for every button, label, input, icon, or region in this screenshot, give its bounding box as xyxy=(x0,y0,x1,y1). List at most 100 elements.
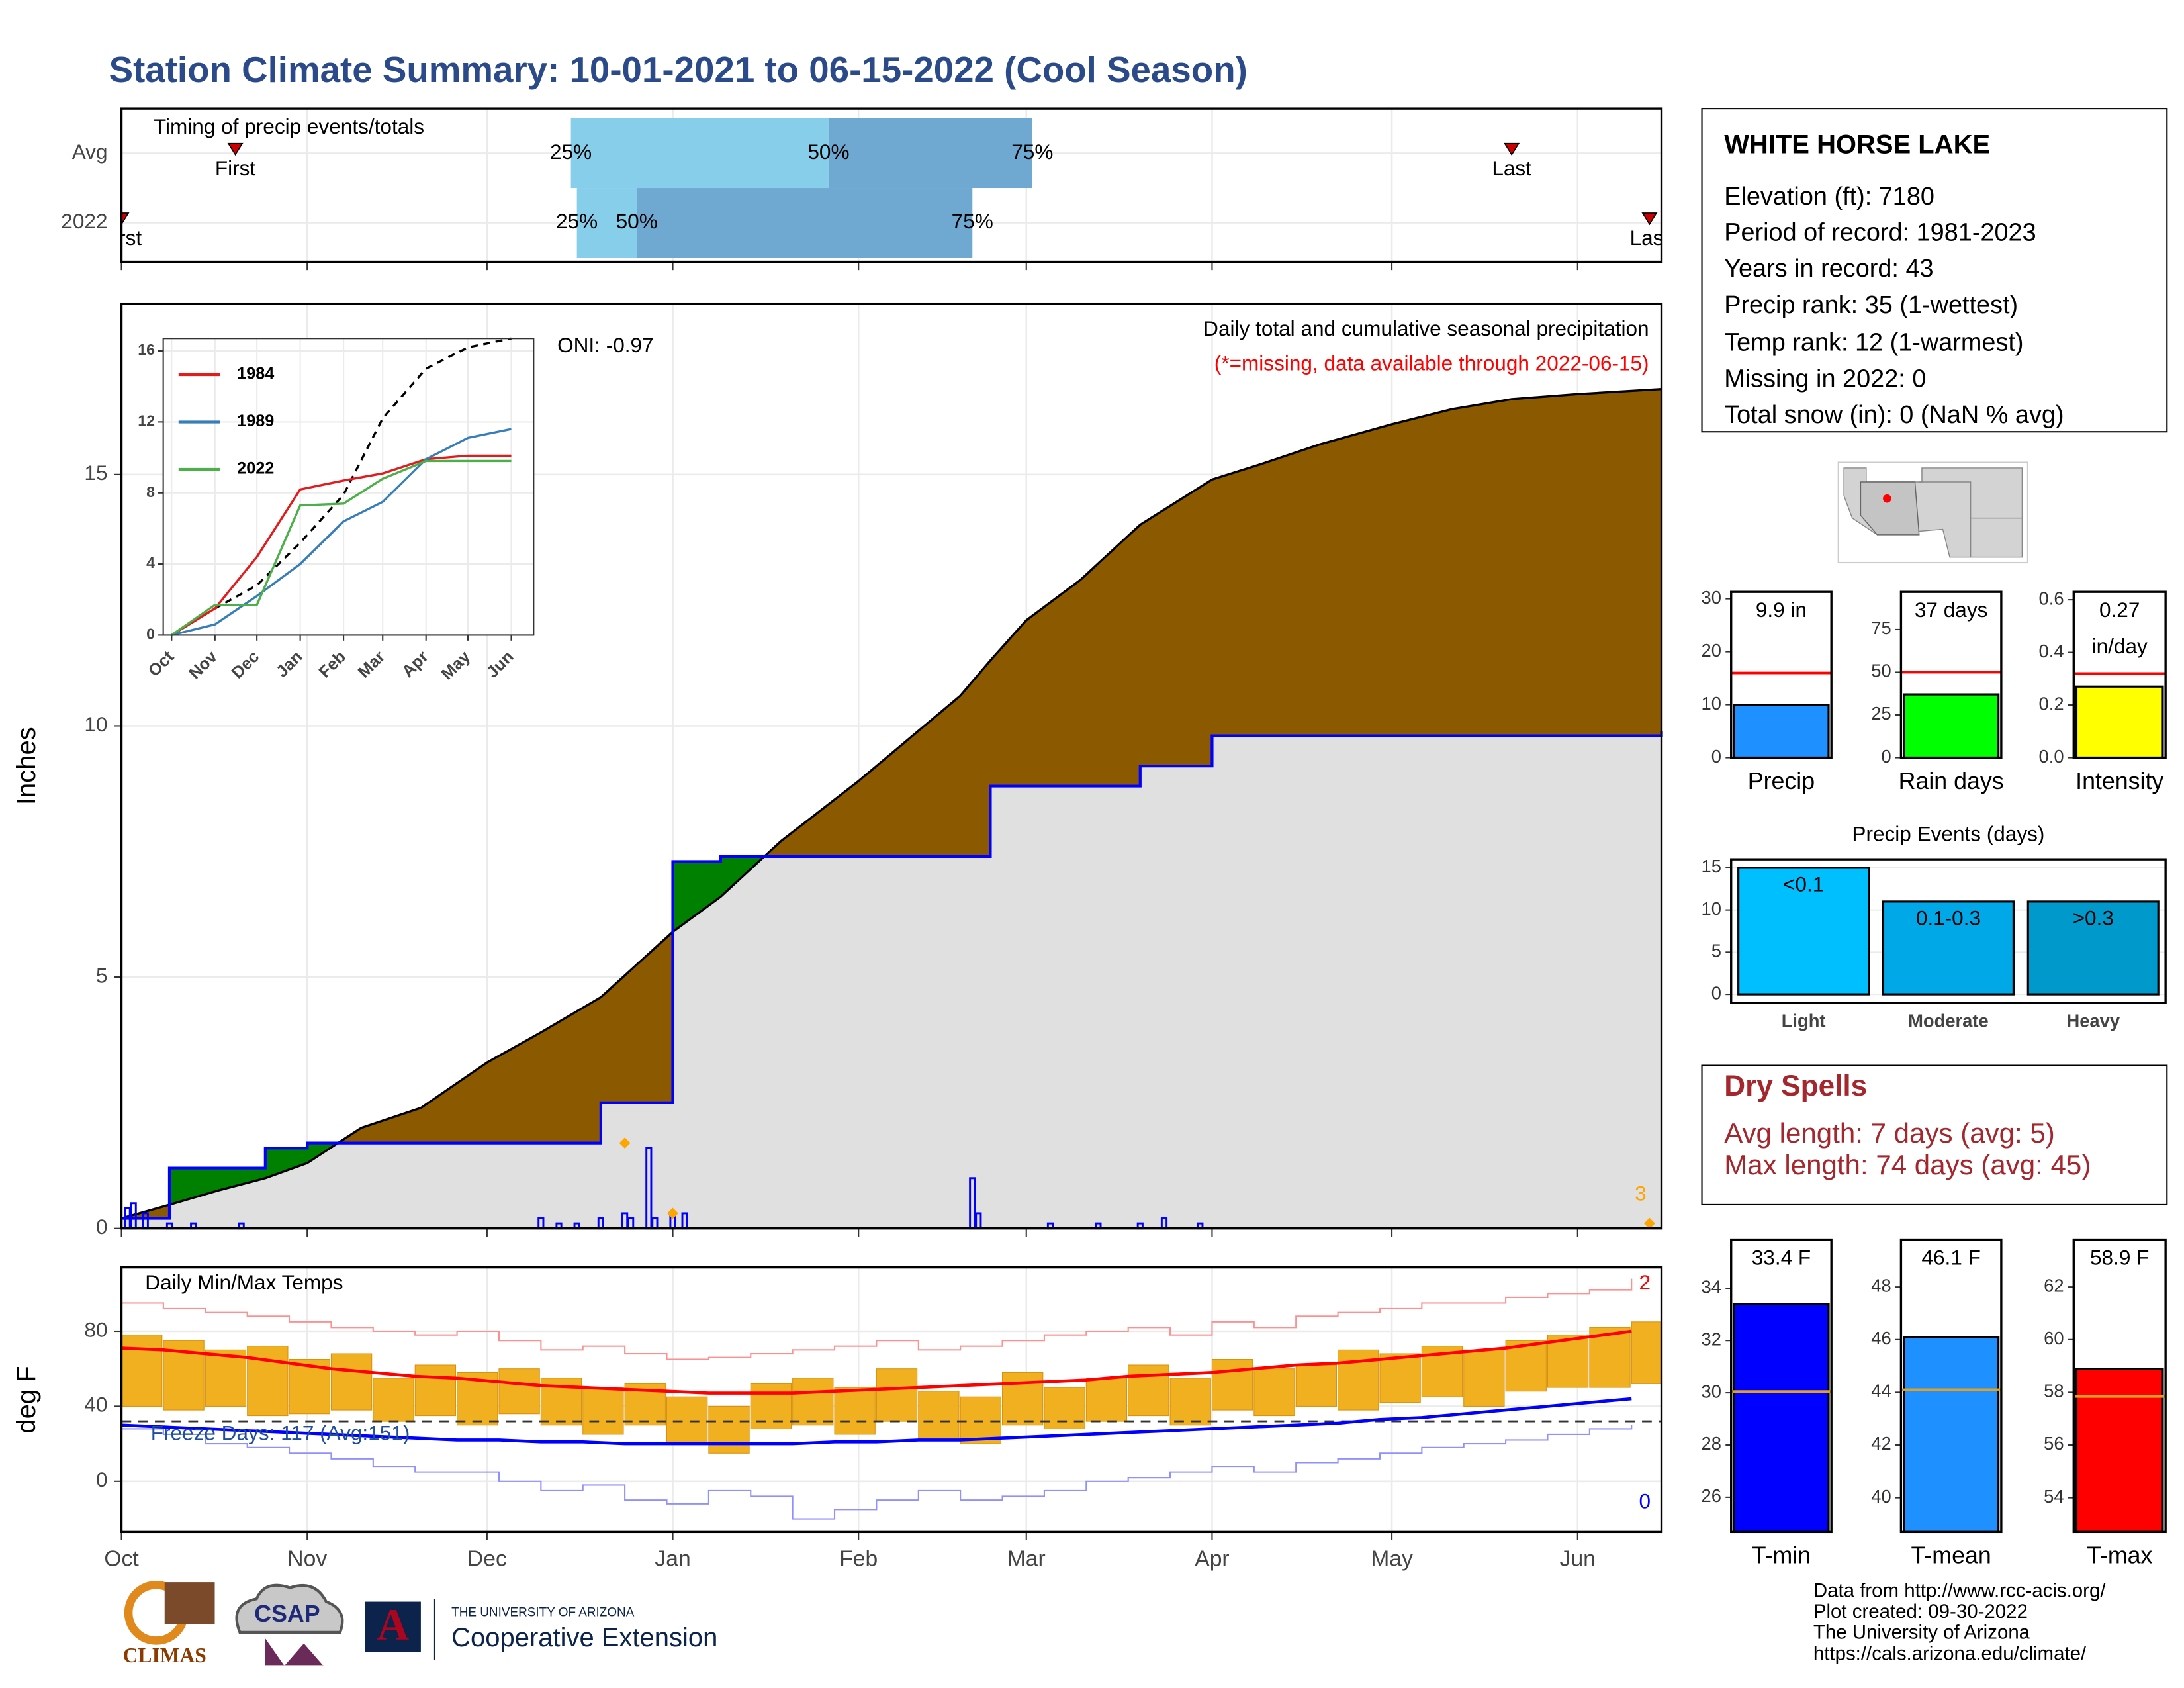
y-tick-label: 46 xyxy=(1871,1328,1891,1348)
temp-range-bar xyxy=(708,1405,750,1454)
panel-frame xyxy=(120,107,1663,263)
station-line: Temp rank: 12 (1-warmest) xyxy=(1724,329,2023,357)
station-line: Elevation (ft): 7180 xyxy=(1724,183,1934,211)
legend-label: 1989 xyxy=(237,412,274,430)
temperature-group xyxy=(121,1278,1662,1520)
quartile-label: 50% xyxy=(807,140,849,164)
y-tick-label: 0 xyxy=(1711,746,1721,767)
climas-mark xyxy=(164,1582,215,1624)
series-line xyxy=(171,454,512,636)
bar xyxy=(2026,900,2160,996)
bar xyxy=(1737,867,1870,996)
temp-range-bar xyxy=(666,1396,708,1444)
y-tick-label: 50 xyxy=(1871,661,1891,681)
average-line xyxy=(121,388,1662,1220)
quartile-label: 75% xyxy=(1011,140,1053,164)
credit-line: The University of Arizona xyxy=(1813,1622,2030,1644)
temp-range-bar xyxy=(414,1364,457,1417)
x-tick-label: Mar xyxy=(1007,1546,1046,1571)
temp-range-bar xyxy=(498,1368,540,1415)
y-tick-label: 30 xyxy=(1702,587,1721,608)
freeze-days-label: Freeze Days: 117 (Avg:151) xyxy=(151,1421,410,1444)
y-tick-label: 56 xyxy=(2044,1433,2064,1454)
y-tick-label: 10 xyxy=(84,712,107,736)
temp-range-bar xyxy=(1085,1378,1128,1422)
y-tick-label: 20 xyxy=(1702,640,1721,661)
timing-group: 25% 50% 75% First Last 25% 50% 75% First Last Timi… xyxy=(101,109,1662,262)
temp-range-bar xyxy=(876,1368,918,1422)
y-tick-label: 0 xyxy=(96,1215,108,1239)
legend-label: 1984 xyxy=(237,365,274,383)
temp-range-bar xyxy=(1169,1378,1211,1426)
station-line: Period of record: 1981-2023 xyxy=(1724,218,2036,246)
event-marker xyxy=(121,212,130,226)
y-tick-label: 0.4 xyxy=(2039,641,2064,661)
csap-logo-text: CSAP xyxy=(254,1601,320,1627)
map-state xyxy=(1860,481,1920,536)
y-tick-label: 54 xyxy=(2044,1486,2064,1507)
y-tick-label: 0.0 xyxy=(2039,746,2064,767)
panel-label: Timing of precip events/totals xyxy=(154,115,424,138)
temp-range-bar xyxy=(582,1387,624,1435)
x-tick-label: Oct xyxy=(104,1546,139,1571)
event-label: First xyxy=(215,156,256,180)
ua-mark-bg xyxy=(365,1601,421,1652)
bar xyxy=(1733,704,1830,759)
category-label: Rain days xyxy=(1899,768,2004,794)
bar xyxy=(1882,900,2015,996)
value-label: 0.27 in/day xyxy=(2091,598,2148,659)
bin-label: 0.1-0.3 xyxy=(1916,906,1981,930)
x-tick-label: Dec xyxy=(467,1546,507,1571)
average-line xyxy=(171,337,512,636)
missing-flag xyxy=(1643,1217,1655,1229)
station-line: Precip rank: 35 (1-wettest) xyxy=(1724,291,2018,319)
y-tick-label: 10 xyxy=(1702,693,1721,714)
y-tick-label: 44 xyxy=(1871,1381,1891,1401)
credit-line: Data from http://www.rcc-acis.org/ xyxy=(1813,1580,2106,1602)
observed-area xyxy=(121,731,1662,1229)
dry-spells-line: Max length: 74 days (avg: 45) xyxy=(1724,1149,2091,1180)
panel-frame xyxy=(1899,590,2003,759)
temp-range-bar xyxy=(247,1346,289,1417)
event-marker xyxy=(1641,212,1658,226)
panel-label: Daily Min/Max Temps xyxy=(145,1270,343,1294)
panel-frame xyxy=(1899,1238,2003,1534)
event-marker xyxy=(227,142,244,156)
bin-label: >0.3 xyxy=(2073,906,2114,930)
y-tick-label: 0 xyxy=(146,626,155,643)
x-tick-label: May xyxy=(1371,1546,1413,1571)
value-label: 46.1 F xyxy=(1921,1246,1981,1270)
value-label-box: 46.1 F xyxy=(1921,1246,1981,1270)
temp-range-bar xyxy=(1379,1353,1421,1403)
csap-mountain xyxy=(265,1638,324,1666)
quartile-bar xyxy=(637,188,973,258)
y-tick-label: 5 xyxy=(96,963,108,987)
extreme-max-line xyxy=(121,1278,1633,1360)
event-label: Last xyxy=(1492,156,1531,180)
category-label: Intensity xyxy=(2075,768,2163,794)
value-label: 58.9 F xyxy=(2089,1246,2150,1270)
value-label-box: 37 days xyxy=(1915,599,1988,623)
value-label-box: 0.27 in/day xyxy=(2091,598,2148,659)
observed-line xyxy=(121,731,1663,1220)
y-tick-label: 40 xyxy=(84,1393,107,1417)
station-line: Missing in 2022: 0 xyxy=(1724,365,1926,393)
bar xyxy=(2075,685,2164,759)
temp-range-bar xyxy=(121,1335,163,1407)
row-label: Avg xyxy=(72,140,108,164)
value-label-box: 9.9 in xyxy=(1756,599,1807,623)
y-axis-title: deg F xyxy=(12,1366,41,1433)
min-count-label: 0 xyxy=(1639,1489,1651,1513)
temp-range-bar xyxy=(918,1391,960,1440)
category-label: Precip xyxy=(1748,768,1815,794)
value-label-box: 33.4 F xyxy=(1752,1246,1811,1270)
y-tick-label: 0 xyxy=(96,1468,108,1491)
event-label: First xyxy=(101,226,142,250)
max-count-label: 2 xyxy=(1639,1270,1651,1294)
temp-range-bar xyxy=(1463,1349,1505,1407)
climas-logo-text: CLIMAS xyxy=(123,1644,206,1667)
dry-spells-title: Dry Spells xyxy=(1724,1070,1867,1102)
temp-range-bar xyxy=(834,1387,876,1435)
y-tick-label: 5 xyxy=(1711,941,1721,961)
